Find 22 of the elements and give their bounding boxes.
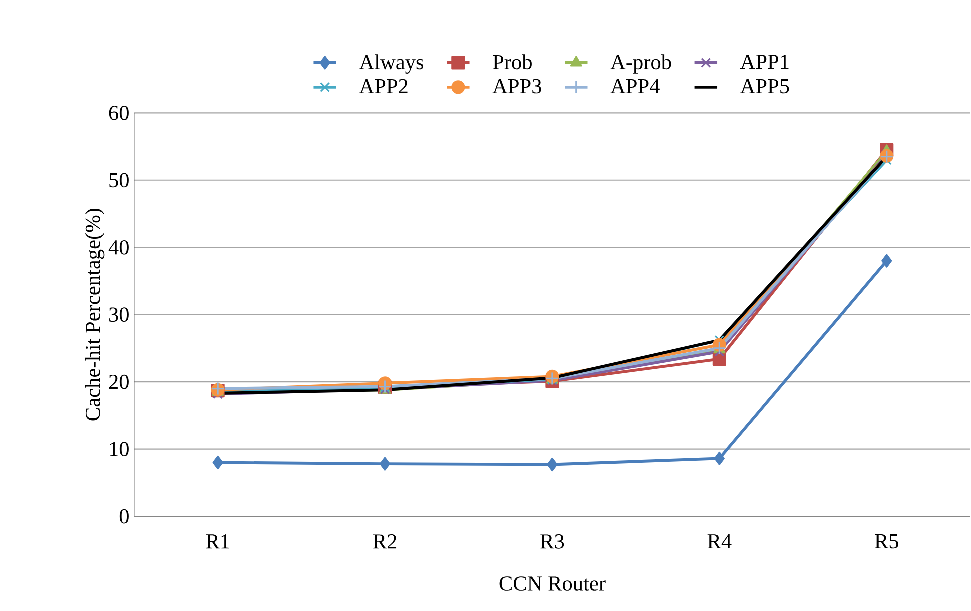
legend-label: A-prob xyxy=(610,54,672,74)
y-tick-label: 20 xyxy=(109,374,129,390)
y-tick-label: 40 xyxy=(108,240,129,255)
x-tick-label: R1 xyxy=(206,534,230,549)
x-axis-title: CCN Router xyxy=(500,576,606,591)
y-tick-label: 0 xyxy=(120,509,129,524)
legend-label: APP3 xyxy=(492,79,542,94)
legend-label: Prob xyxy=(493,54,532,70)
y-tick-label: 60 xyxy=(109,106,129,120)
legend-label: APP5 xyxy=(740,79,790,94)
legend-label: APP1 xyxy=(740,54,789,70)
legend-label: Always xyxy=(359,54,424,74)
x-tick-label: R2 xyxy=(373,534,397,549)
y-axis-title: Cache-hit Percentage(%) xyxy=(85,208,105,421)
y-tick-label: 30 xyxy=(109,308,129,322)
y-tick-label: 50 xyxy=(110,173,129,188)
legend-label: APP2 xyxy=(359,79,408,94)
x-tick-label: R3 xyxy=(540,534,564,549)
legend-label: APP4 xyxy=(610,79,660,94)
x-tick-label: R4 xyxy=(708,534,732,549)
y-tick-label: 10 xyxy=(110,442,129,456)
x-tick-label: R5 xyxy=(875,534,898,549)
